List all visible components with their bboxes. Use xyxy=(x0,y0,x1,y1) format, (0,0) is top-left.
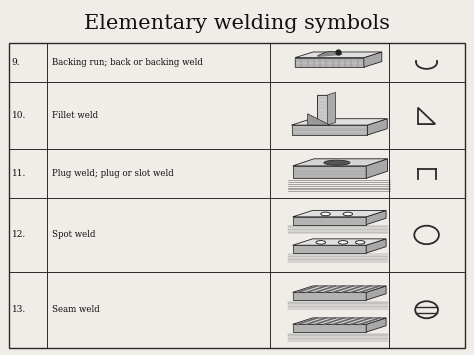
Ellipse shape xyxy=(338,241,348,244)
Polygon shape xyxy=(292,159,387,166)
Text: 9.: 9. xyxy=(12,58,20,67)
Polygon shape xyxy=(292,245,366,253)
Polygon shape xyxy=(366,318,386,332)
Polygon shape xyxy=(308,114,330,125)
Text: 10.: 10. xyxy=(12,111,26,120)
Polygon shape xyxy=(292,119,387,125)
Ellipse shape xyxy=(321,212,330,216)
Text: Elementary welding symbols: Elementary welding symbols xyxy=(84,14,390,33)
Polygon shape xyxy=(328,92,336,125)
Text: Seam weld: Seam weld xyxy=(52,305,100,314)
Polygon shape xyxy=(292,217,366,225)
Polygon shape xyxy=(292,324,366,332)
Polygon shape xyxy=(366,211,386,225)
Polygon shape xyxy=(292,286,386,293)
Polygon shape xyxy=(292,318,386,324)
Ellipse shape xyxy=(316,241,326,244)
Polygon shape xyxy=(367,119,387,135)
Bar xyxy=(9,43,465,348)
Polygon shape xyxy=(317,95,328,125)
Text: Fillet weld: Fillet weld xyxy=(52,111,98,120)
Polygon shape xyxy=(366,159,387,178)
Text: Plug weld; plug or slot weld: Plug weld; plug or slot weld xyxy=(52,169,174,178)
Ellipse shape xyxy=(324,160,350,165)
Polygon shape xyxy=(292,293,366,300)
Text: Spot weld: Spot weld xyxy=(52,230,96,239)
Polygon shape xyxy=(366,239,386,253)
Ellipse shape xyxy=(343,212,353,216)
Polygon shape xyxy=(292,239,386,245)
Text: Backing run; back or backing weld: Backing run; back or backing weld xyxy=(52,58,203,67)
Polygon shape xyxy=(366,286,386,300)
Text: 12.: 12. xyxy=(12,230,26,239)
Ellipse shape xyxy=(356,241,365,244)
Polygon shape xyxy=(364,52,382,67)
Polygon shape xyxy=(292,125,367,135)
Text: 13.: 13. xyxy=(12,305,26,314)
Polygon shape xyxy=(295,52,382,58)
Polygon shape xyxy=(292,211,386,217)
Text: 11.: 11. xyxy=(12,169,26,178)
Polygon shape xyxy=(292,166,366,178)
Polygon shape xyxy=(295,58,364,67)
